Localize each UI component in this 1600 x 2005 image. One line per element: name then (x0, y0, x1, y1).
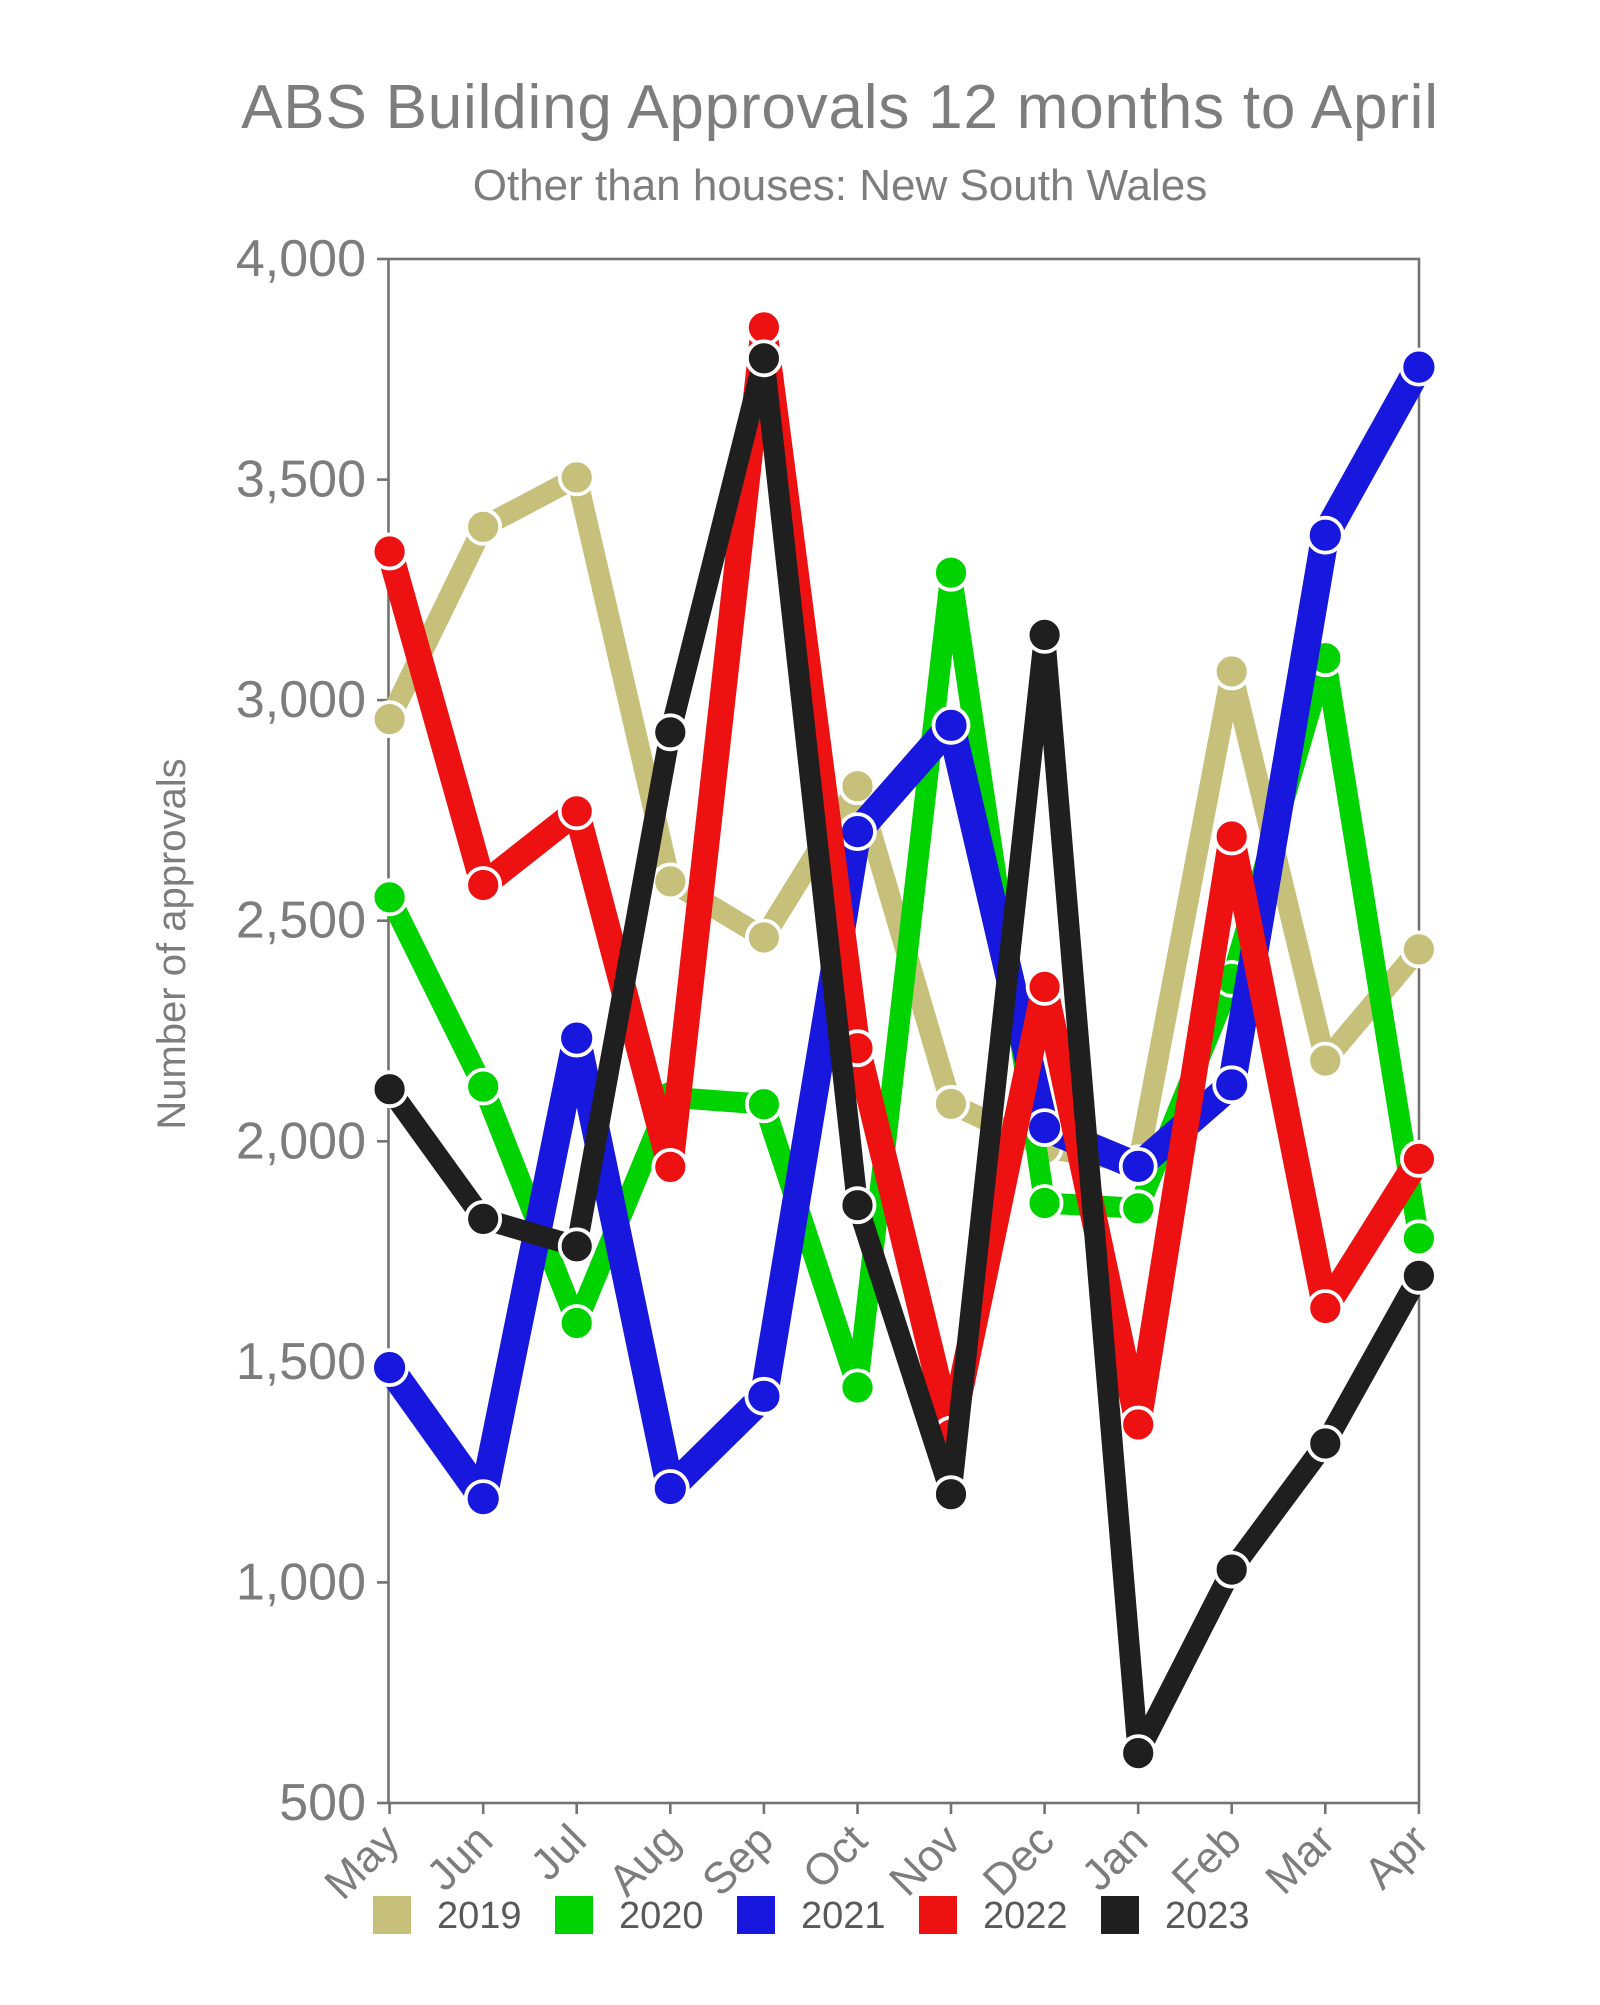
svg-text:ABS Building Approvals 12 mont: ABS Building Approvals 12 months to Apri… (241, 73, 1439, 142)
svg-text:4,000: 4,000 (236, 230, 366, 288)
svg-text:2020: 2020 (619, 1895, 704, 1937)
svg-text:2023: 2023 (1165, 1895, 1250, 1937)
svg-text:500: 500 (279, 1774, 366, 1832)
svg-text:1,000: 1,000 (236, 1553, 366, 1611)
svg-text:3,000: 3,000 (236, 671, 366, 729)
svg-text:3,500: 3,500 (236, 451, 366, 509)
svg-text:Number of approvals: Number of approvals (150, 758, 194, 1129)
svg-text:2,500: 2,500 (236, 892, 366, 950)
svg-text:2,000: 2,000 (236, 1112, 366, 1170)
svg-text:Other than houses: New South W: Other than houses: New South Wales (473, 161, 1208, 210)
svg-text:1,500: 1,500 (236, 1333, 366, 1391)
svg-text:2019: 2019 (437, 1895, 522, 1937)
svg-text:2021: 2021 (801, 1895, 886, 1937)
svg-text:2022: 2022 (983, 1895, 1068, 1937)
